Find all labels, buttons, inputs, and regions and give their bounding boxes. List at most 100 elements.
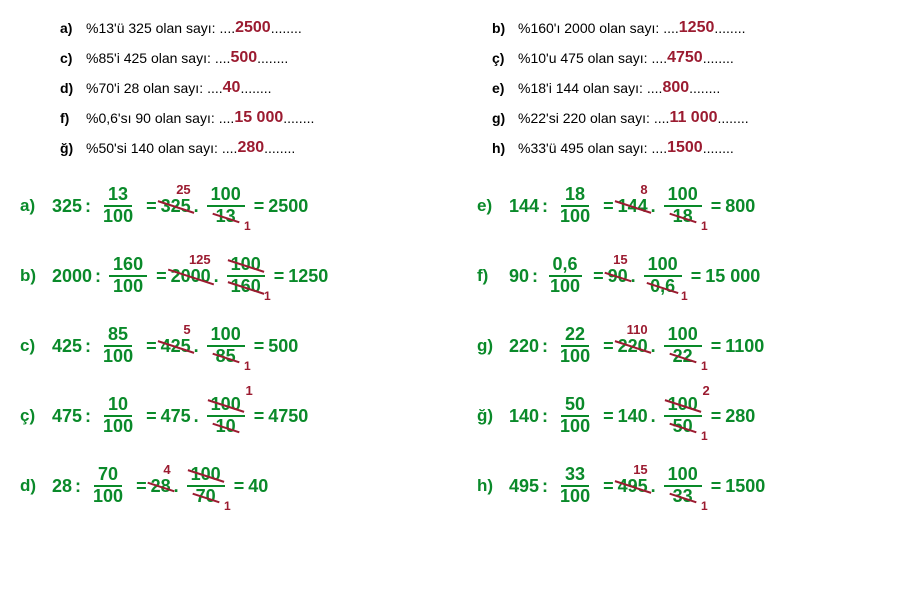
question-row: ç)%10'u 475 olan sayı: ....4750........ [492,50,864,68]
question-row: a) %13'ü 325 olan sayı: ....2500........ [60,20,432,38]
solution-row: e)144:18100=1448.100181=800 [477,180,894,232]
fraction: 100181 [664,185,702,227]
answer-value: 40 [223,79,241,96]
answer-blank: ....280........ [222,140,302,158]
question-text: %0,6'sı 90 olan sayı: [86,110,215,126]
answer-blank: ....800........ [647,80,727,98]
solution-result: 4750 [268,406,308,427]
fraction: 100701 [187,465,225,507]
solution-label: h) [477,476,499,496]
question-text: %160'ı 2000 olan sayı: [518,20,659,36]
solution-mid: 9015 [608,266,628,287]
solution-label: ğ) [477,406,499,426]
solution-start: 2000 [52,266,92,287]
solution-result: 1100 [725,336,764,357]
answer-blank: ....40........ [207,80,287,98]
answer-value: 500 [230,49,257,66]
question-row: ğ)%50'si 140 olan sayı: ....280........ [60,140,432,158]
answer-value: 800 [662,79,689,96]
solution-mid: 284 [151,476,171,497]
solution-result: 280 [725,406,755,427]
solution-label: g) [477,336,499,356]
question-label: e) [492,80,512,96]
answer-value: 1250 [679,19,715,36]
solution-label: d) [20,476,42,496]
fraction: 100851 [207,325,245,367]
solution-start: 475 [52,406,82,427]
solution-start: 144 [509,196,539,217]
answer-blank: ....1250........ [663,20,745,38]
solution-label: a) [20,196,42,216]
solution-start: 495 [509,476,539,497]
question-label: d) [60,80,80,96]
fraction: 100131 [207,185,245,227]
fraction: 33100 [556,465,594,507]
question-row: b) %160'ı 2000 olan sayı: ....1250.......… [492,20,864,38]
fraction: 1005021 [664,395,702,437]
solution-row: d)28:70100=284.100701=40 [20,460,437,512]
fraction: 50100 [556,395,594,437]
solution-mid: 140 [618,406,648,427]
solution-row: g)220:22100=220110.100221=1100 [477,320,894,372]
solutions-right-column: e)144:18100=1448.100181=800f)90:0,6100=9… [477,180,894,530]
answer-blank: ....4750........ [652,50,734,68]
answer-value: 1500 [667,139,703,156]
solution-label: ç) [20,406,42,426]
solution-start: 90 [509,266,529,287]
question-label: h) [492,140,512,156]
answer-blank: ....500........ [215,50,295,68]
solution-mid: 475 [161,406,191,427]
fraction: 1001601 [227,255,265,297]
question-row: g)%22'si 220 olan sayı: ....11 000......… [492,110,864,128]
solution-mid: 2000125 [171,266,211,287]
solution-start: 28 [52,476,72,497]
question-text: %33'ü 495 olan sayı: [518,140,648,156]
solution-result: 40 [248,476,268,497]
questions-section: a) %13'ü 325 olan sayı: ....2500........ c… [0,0,924,180]
question-row: h) %33'ü 495 olan sayı: ....1500........ [492,140,864,158]
solution-mid: 1448 [618,196,648,217]
question-text: %13'ü 325 olan sayı: [86,20,216,36]
solution-row: f)90:0,6100=9015.1000,61=15 000 [477,250,894,302]
solution-label: b) [20,266,42,286]
solution-result: 15 000 [705,266,760,287]
solution-row: b)2000:160100=2000125.1001601=1250 [20,250,437,302]
question-label: b) [492,20,512,36]
answer-blank: ....1500........ [652,140,734,158]
solution-result: 800 [725,196,755,217]
solutions-left-column: a)325:13100=32525.100131=2500b)2000:1601… [20,180,437,530]
question-row: e) %18'i 144 olan sayı: ....800........ [492,80,864,98]
question-text: %22'si 220 olan sayı: [518,110,650,126]
answer-value: 280 [237,139,264,156]
fraction: 100101 [207,395,245,437]
question-text: %10'u 475 olan sayı: [518,50,648,66]
question-row: f)%0,6'sı 90 olan sayı: ....15 000......… [60,110,432,128]
solution-start: 140 [509,406,539,427]
solution-row: a)325:13100=32525.100131=2500 [20,180,437,232]
answer-value: 15 000 [234,109,283,126]
solution-row: ğ)140:50100=140.1005021=280 [477,390,894,442]
fraction: 18100 [556,185,594,227]
answer-value: 11 000 [669,109,717,126]
solution-row: h)495:33100=49515.100331=1500 [477,460,894,512]
question-text: %18'i 144 olan sayı: [518,80,643,96]
solutions-section: a)325:13100=32525.100131=2500b)2000:1601… [0,180,924,530]
fraction: 70100 [89,465,127,507]
answer-value: 4750 [667,49,703,66]
solution-start: 425 [52,336,82,357]
question-text: %85'i 425 olan sayı: [86,50,211,66]
answer-blank: ....11 000........ [654,110,749,128]
fraction: 10100 [99,395,137,437]
solution-row: ç)475:10100=475.100101=4750 [20,390,437,442]
solution-start: 220 [509,336,539,357]
answer-blank: ....2500........ [220,20,302,38]
question-row: c)%85'i 425 olan sayı: ....500........ [60,50,432,68]
solution-start: 325 [52,196,82,217]
solution-mid: 32525 [161,196,191,217]
solution-label: e) [477,196,499,216]
fraction: 13100 [99,185,137,227]
solution-mid: 49515 [618,476,648,497]
fraction: 0,6100 [546,255,584,297]
question-label: a) [60,20,80,36]
solution-label: f) [477,266,499,286]
